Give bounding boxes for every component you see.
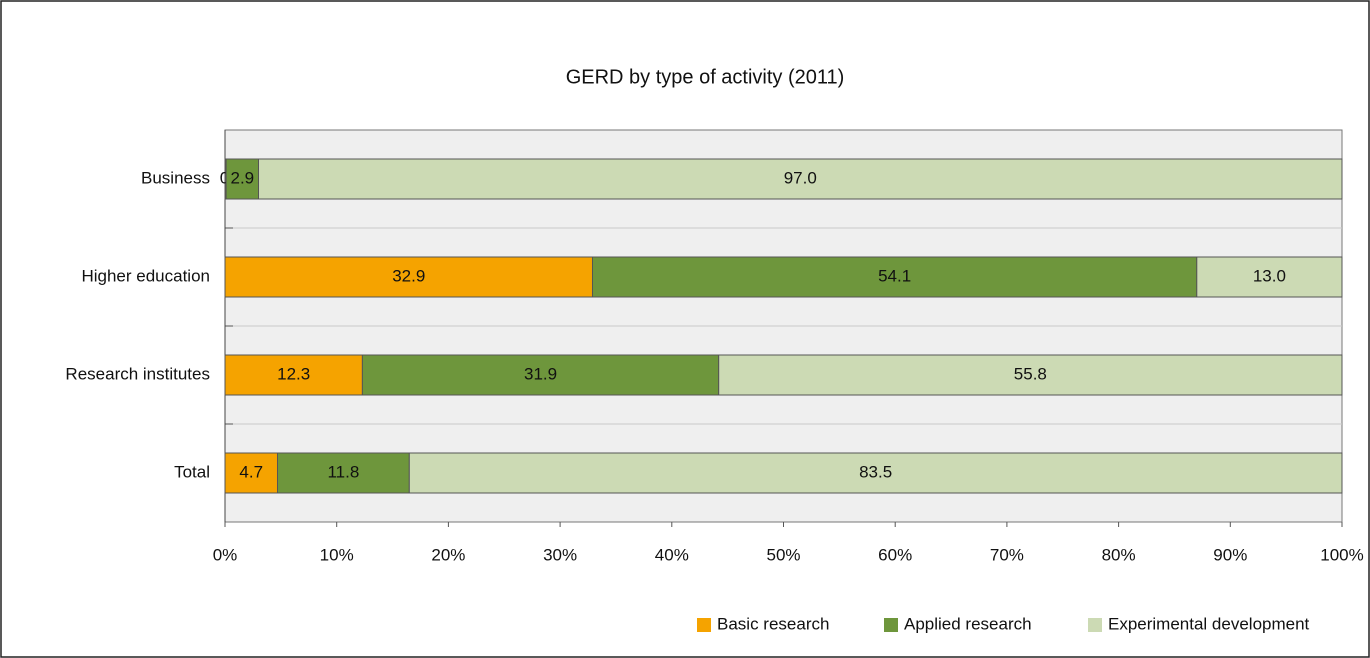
x-tick-label: 30% bbox=[543, 545, 577, 564]
value-label: 2.9 bbox=[230, 168, 254, 187]
legend-label: Applied research bbox=[904, 614, 1032, 633]
value-label: 55.8 bbox=[1014, 364, 1047, 383]
legend-swatch bbox=[1088, 618, 1102, 632]
category-label: Higher education bbox=[81, 266, 210, 285]
value-label: 97.0 bbox=[784, 168, 817, 187]
chart-title: GERD by type of activity (2011) bbox=[566, 66, 845, 88]
x-tick-label: 0% bbox=[213, 545, 238, 564]
bar-segment bbox=[224, 354, 363, 396]
legend-swatch bbox=[884, 618, 898, 632]
bar-segment bbox=[224, 256, 593, 298]
x-tick-label: 10% bbox=[320, 545, 354, 564]
bar-segment bbox=[1196, 256, 1343, 298]
x-tick-label: 80% bbox=[1102, 545, 1136, 564]
value-label: 31.9 bbox=[524, 364, 557, 383]
x-tick-label: 90% bbox=[1213, 545, 1247, 564]
value-label: 83.5 bbox=[859, 462, 892, 481]
x-tick-label: 40% bbox=[655, 545, 689, 564]
legend-label: Experimental development bbox=[1108, 614, 1310, 633]
value-label: 4.7 bbox=[239, 462, 263, 481]
x-tick-label: 50% bbox=[766, 545, 800, 564]
legend-label: Basic research bbox=[717, 614, 829, 633]
bar-segment bbox=[361, 354, 720, 396]
x-tick-label: 70% bbox=[990, 545, 1024, 564]
bar-segment bbox=[591, 256, 1198, 298]
value-label: 12.3 bbox=[277, 364, 310, 383]
value-label: 13.0 bbox=[1253, 266, 1286, 285]
bar-segment bbox=[408, 452, 1343, 494]
bar-segment bbox=[258, 158, 1343, 200]
bar-segment bbox=[718, 354, 1343, 396]
x-tick-label: 100% bbox=[1320, 545, 1363, 564]
x-tick-label: 20% bbox=[431, 545, 465, 564]
category-label: Research institutes bbox=[65, 364, 210, 383]
category-label: Total bbox=[174, 462, 210, 481]
legend-swatch bbox=[697, 618, 711, 632]
value-label: 32.9 bbox=[392, 266, 425, 285]
value-label: 54.1 bbox=[878, 266, 911, 285]
x-tick-label: 60% bbox=[878, 545, 912, 564]
category-label: Business bbox=[141, 168, 210, 187]
value-label: 11.8 bbox=[327, 462, 359, 481]
